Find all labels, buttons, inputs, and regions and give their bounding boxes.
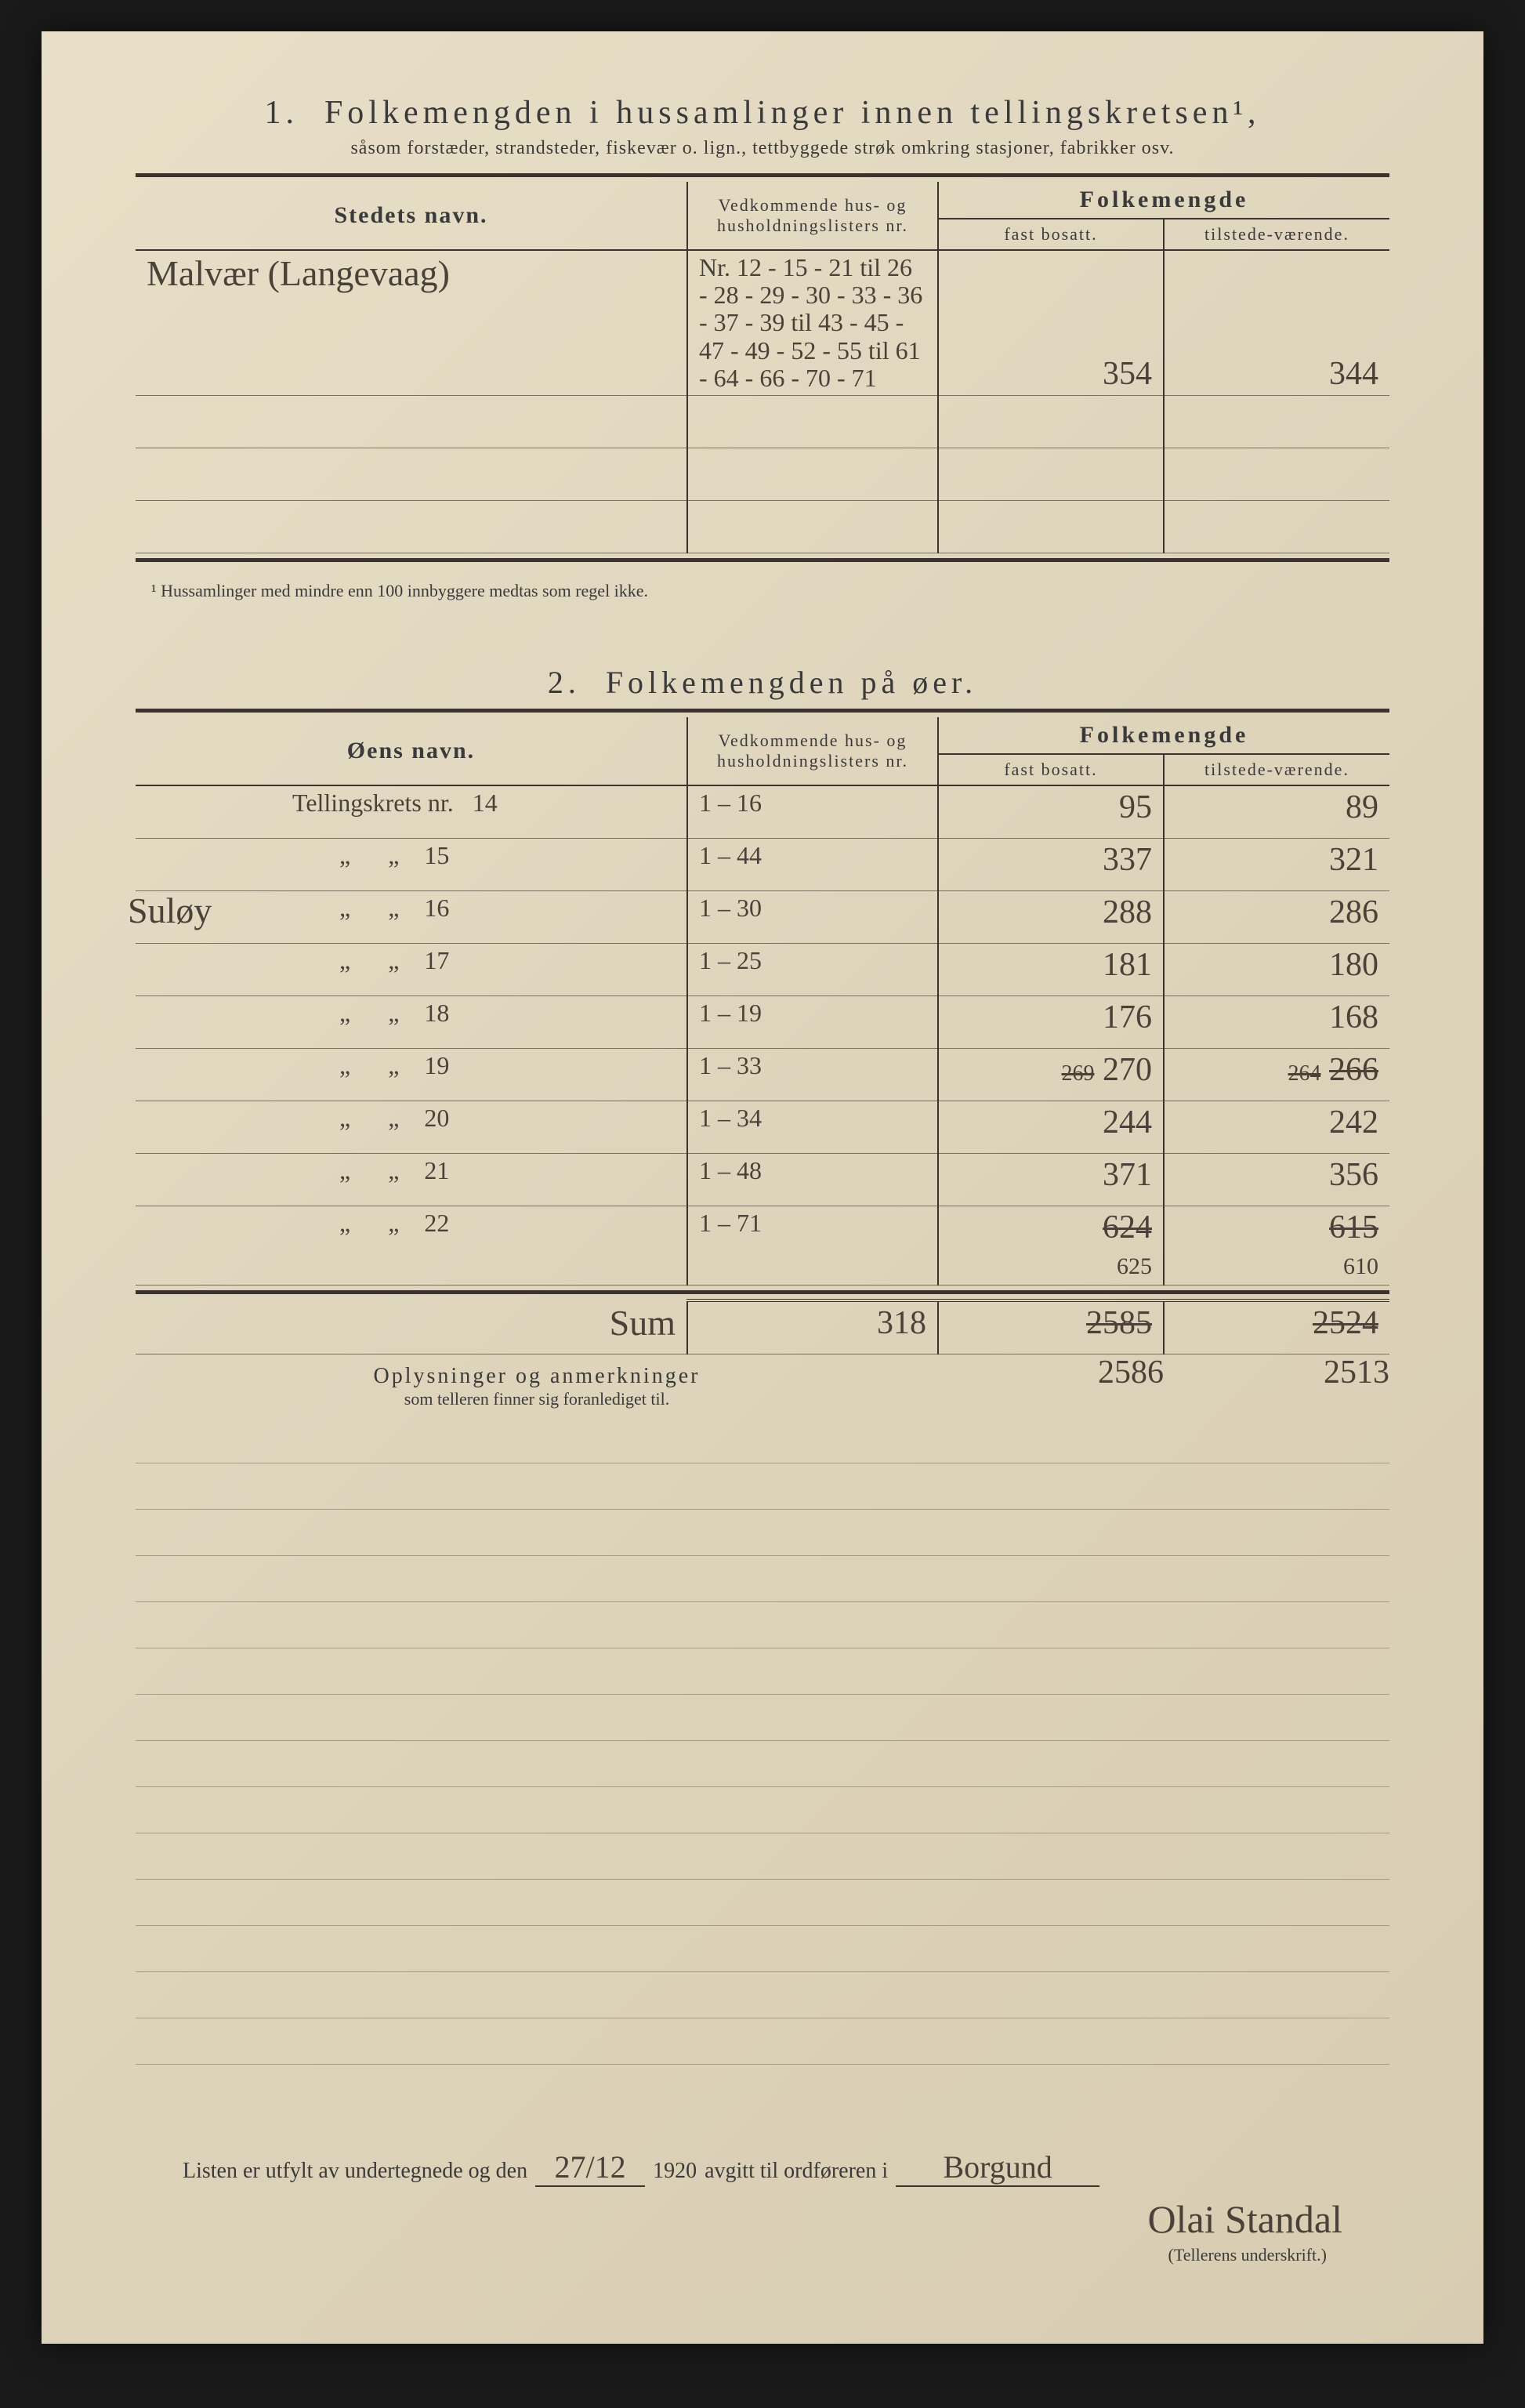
row-fast: 95 [938,785,1164,839]
sum-fast: 2585 [938,1300,1164,1354]
col-stedets-navn: Stedets navn. [136,182,687,250]
island-row: „ „ 17 1 – 25 181 180 [136,943,1389,995]
divider [136,709,1389,713]
footer-line: Listen er utfylt av undertegnede og den … [183,2149,1374,2187]
sum-row: Sum 318 2585 2524 [136,1299,1389,1354]
footer-date: 27/12 [535,2149,645,2187]
sum-present: 2524 [1164,1300,1389,1354]
island-row: „ „ 19 1 – 33 269 270 264 266 [136,1048,1389,1101]
island-row: „ „ 16 1 – 30 288 286 [136,890,1389,943]
footer-year: 1920 [653,2159,697,2184]
section2-table: Øens navn. Vedkommende hus- og husholdni… [136,717,1389,1286]
signature: Olai Standal [1147,2196,1342,2242]
section1-title: 1. Folkemengden i hussamlinger innen tel… [136,94,1389,132]
section2-title-text: Folkemengden på øer. [606,665,977,700]
notes-ruled-area [136,1417,1389,2065]
row1-lists: Nr. 12 - 15 - 21 til 26 - 28 - 29 - 30 -… [687,250,938,395]
row1-present: 344 [1164,250,1389,395]
signature-label: (Tellerens underskrift.) [1168,2245,1328,2265]
row-name: Tellingskrets nr. [292,789,454,817]
section1-table: Stedets navn. Vedkommende hus- og hushol… [136,182,1389,553]
sum-lists: 318 [687,1300,938,1354]
island-row: „ „ 18 1 – 19 176 168 [136,995,1389,1048]
footer-place: Borgund [896,2149,1099,2187]
notes-title: Oplysninger og anmerkninger [136,1364,938,1389]
section1-number: 1. [264,95,299,131]
divider [136,173,1389,177]
col-present: tilstede-værende. [1164,219,1389,250]
col-lists: Vedkommende hus- og husholdningslisters … [687,182,938,250]
island-row: „ „ 21 1 – 48 371 356 [136,1153,1389,1206]
col-fast: fast bosatt. [938,219,1164,250]
island-row: „ „ 20 1 – 34 244 242 [136,1101,1389,1153]
census-form-page: 1. Folkemengden i hussamlinger innen tel… [42,31,1483,2344]
island-side-label: Suløy [128,890,212,931]
sum-label: Sum [610,1303,676,1343]
footer-lead: Listen er utfylt av undertegnede og den [183,2159,527,2184]
island-row: Tellingskrets nr. 14 1 – 16 95 89 [136,785,1389,839]
row-lists: 1 – 16 [687,785,938,839]
corrected-fast: 2586 [938,1354,1164,1391]
col-folkemengde: Folkemengde [938,182,1389,219]
section1-title-text: Folkemengden i hussamlinger innen tellin… [324,95,1261,131]
divider [136,1290,1389,1294]
section2-number: 2. [548,665,581,700]
footer-mid: avgitt til ordføreren i [705,2159,888,2184]
section1-subtitle: såsom forstæder, strandsteder, fiskevær … [136,138,1389,159]
col2-name: Øens navn. [136,717,687,785]
island-row: „ „ 22 1 – 71 624 625 615 610 [136,1206,1389,1285]
notes-sub: som telleren finner sig foranlediget til… [136,1389,938,1409]
island-row: „ „ 15 1 – 44 337 321 [136,838,1389,890]
col2-pop: Folkemengde [938,717,1389,754]
col2-fast: fast bosatt. [938,754,1164,785]
row-no: 14 [473,789,498,817]
corrected-present: 2513 [1164,1354,1389,1391]
row1-fast: 354 [938,250,1164,395]
section2-title: 2. Folkemengden på øer. [136,664,1389,701]
col2-lists: Vedkommende hus- og husholdningslisters … [687,717,938,785]
row-present: 89 [1164,785,1389,839]
row1-name: Malvær (Langevaag) [136,250,687,395]
section1-footnote: ¹ Hussamlinger med mindre enn 100 innbyg… [151,581,1389,601]
col2-present: tilstede-værende. [1164,754,1389,785]
divider [136,558,1389,562]
